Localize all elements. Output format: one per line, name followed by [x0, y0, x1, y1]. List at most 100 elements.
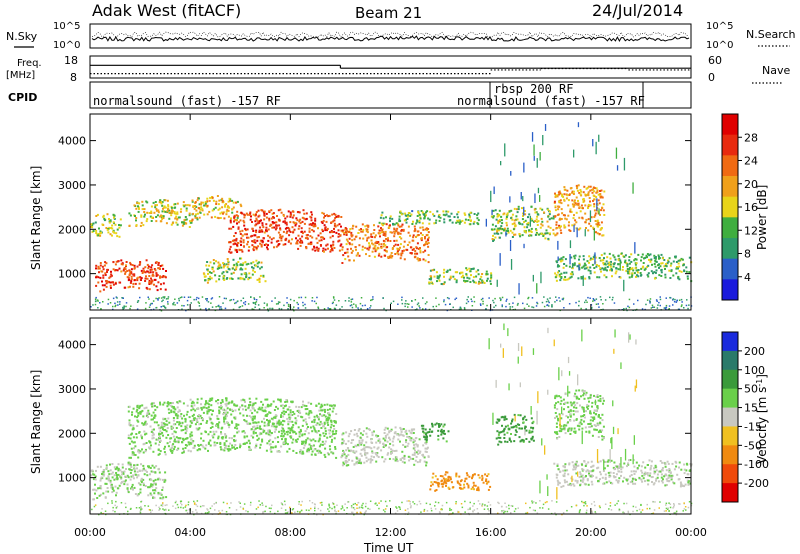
data-cell	[466, 268, 469, 271]
nave-label: Nave	[762, 64, 790, 77]
data-cell	[196, 218, 199, 221]
data-cell	[278, 423, 281, 426]
data-cell	[113, 474, 116, 477]
data-cell	[527, 297, 529, 300]
data-cell	[333, 227, 335, 230]
data-cell	[334, 217, 337, 220]
data-cell	[337, 214, 340, 217]
data-cell	[156, 214, 159, 217]
data-cell	[170, 214, 173, 217]
data-cell	[124, 271, 127, 274]
data-cell	[402, 229, 405, 232]
data-cell	[350, 234, 353, 236]
data-cell	[223, 422, 226, 425]
data-cell	[309, 446, 312, 449]
data-cell	[442, 283, 445, 285]
data-cell	[270, 450, 273, 453]
data-cell	[398, 236, 401, 238]
data-cell	[97, 265, 100, 268]
data-cell	[143, 208, 146, 211]
data-cell	[285, 399, 288, 401]
data-cell	[191, 406, 194, 409]
data-cell	[400, 225, 403, 228]
data-cell	[412, 438, 415, 441]
data-cell	[280, 237, 283, 240]
data-cell	[106, 213, 109, 216]
data-cell	[155, 261, 158, 264]
data-cell	[328, 214, 331, 217]
data-cell	[313, 415, 316, 418]
data-cell	[287, 423, 290, 426]
data-cell	[233, 435, 236, 438]
data-cell	[127, 491, 130, 494]
data-cell	[162, 417, 165, 420]
data-cell	[302, 304, 304, 307]
freq-panel-frame	[89, 55, 692, 79]
data-cell	[286, 400, 289, 403]
data-cell	[140, 478, 143, 481]
noise-sky-line	[91, 35, 690, 43]
data-cell	[252, 430, 255, 433]
data-cell	[688, 271, 691, 274]
data-cell	[191, 199, 194, 202]
data-cell	[505, 229, 508, 232]
data-cell	[405, 218, 407, 221]
data-cell	[320, 427, 323, 429]
data-cell	[654, 257, 657, 260]
data-cell	[626, 263, 629, 266]
data-cell	[331, 410, 334, 413]
data-cell	[460, 271, 462, 274]
data-cell	[395, 449, 398, 452]
data-cell	[540, 271, 542, 284]
data-cell	[464, 213, 467, 216]
data-cell	[163, 297, 165, 299]
data-cell	[296, 410, 299, 412]
data-cell	[252, 230, 255, 232]
data-cell	[234, 409, 237, 412]
data-cell	[420, 237, 423, 240]
data-cell	[685, 304, 688, 307]
data-cell	[153, 268, 156, 270]
data-cell	[555, 223, 558, 226]
data-cell	[615, 147, 618, 159]
data-cell	[289, 409, 292, 412]
data-cell	[189, 420, 192, 423]
data-cell	[113, 478, 116, 481]
data-cell	[481, 477, 484, 480]
colorbar-swatch	[722, 217, 738, 239]
data-cell	[182, 447, 185, 450]
data-cell	[637, 275, 640, 278]
data-cell	[299, 222, 302, 225]
data-cell	[166, 405, 169, 408]
data-cell	[507, 230, 509, 232]
data-cell	[569, 254, 571, 265]
data-cell	[380, 214, 383, 217]
data-cell	[118, 226, 121, 229]
data-cell	[254, 302, 256, 304]
data-cell	[427, 236, 430, 239]
data-cell	[192, 212, 195, 215]
data-cell	[603, 257, 605, 260]
data-cell	[142, 270, 145, 273]
data-cell	[134, 215, 136, 217]
data-cell	[373, 456, 375, 459]
data-cell	[167, 417, 170, 420]
data-cell	[442, 425, 445, 428]
data-cell	[269, 448, 272, 451]
data-cell	[277, 239, 280, 242]
data-cell	[92, 304, 94, 306]
data-cell	[425, 242, 428, 244]
data-cell	[192, 440, 195, 443]
data-cell	[680, 298, 683, 301]
data-cell	[546, 232, 549, 235]
data-cell	[345, 460, 347, 463]
data-cell	[448, 278, 451, 281]
data-cell	[291, 426, 294, 429]
data-cell	[223, 420, 226, 423]
data-cell	[178, 410, 181, 412]
data-cell	[503, 433, 506, 436]
data-cell	[265, 230, 268, 233]
data-cell	[99, 465, 102, 468]
data-cell	[277, 301, 280, 303]
data-cell	[548, 305, 550, 307]
